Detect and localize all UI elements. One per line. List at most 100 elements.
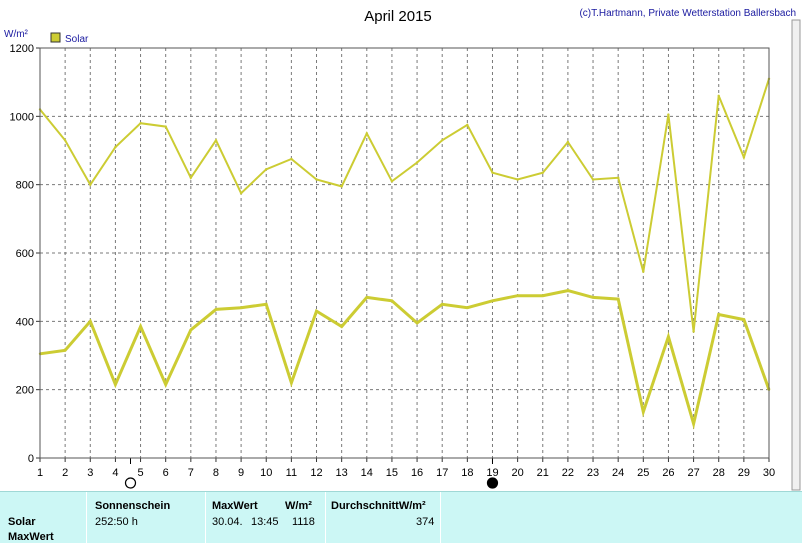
data-point-daily-average xyxy=(692,422,695,425)
row-label-solar: Solar xyxy=(8,516,36,528)
data-point-daily-average xyxy=(114,383,117,386)
x-tick-label: 19 xyxy=(486,467,498,479)
x-tick-label: 16 xyxy=(411,467,423,479)
data-point-daily-maximum xyxy=(516,178,519,181)
data-point-daily-maximum xyxy=(591,178,595,181)
data-point-daily-maximum xyxy=(89,183,92,186)
data-point-daily-average xyxy=(516,294,519,297)
data-point-daily-average xyxy=(642,410,645,414)
data-point-daily-maximum xyxy=(365,132,368,135)
data-point-daily-maximum xyxy=(617,176,620,179)
durchschnitt-header: DurchschnittW/m² xyxy=(331,500,426,512)
data-point-daily-average xyxy=(265,303,268,306)
sonnenschein-header: Sonnenschein xyxy=(95,500,171,512)
x-tick-label: 23 xyxy=(587,467,599,479)
x-tick-label: 25 xyxy=(637,467,649,479)
column-separator xyxy=(205,492,206,544)
legend-label: Solar xyxy=(65,34,89,45)
data-point-daily-average xyxy=(491,299,494,302)
x-tick-label: 9 xyxy=(238,467,244,479)
data-point-daily-maximum xyxy=(139,122,142,125)
y-tick-label: 800 xyxy=(16,180,34,192)
x-tick-label: 22 xyxy=(562,467,574,479)
data-point-daily-average xyxy=(566,289,570,292)
data-point-daily-average xyxy=(290,381,293,384)
x-tick-label: 6 xyxy=(163,467,169,479)
data-point-daily-maximum xyxy=(265,168,268,171)
data-point-daily-average xyxy=(315,309,318,313)
data-point-daily-maximum xyxy=(491,171,494,174)
new-moon-icon xyxy=(486,477,499,489)
grid-lines xyxy=(40,48,769,458)
x-tick-label: 21 xyxy=(537,467,549,479)
y-axis-ticks: 0 200 400 600 800 1000 1200 xyxy=(10,43,40,465)
x-tick-label: 11 xyxy=(286,467,297,479)
x-tick-label: 26 xyxy=(662,467,674,479)
data-point-daily-average xyxy=(617,297,620,301)
credit-text: (c)T.Hartmann, Private Wetterstation Bal… xyxy=(579,8,796,19)
maxwert-unit: W/m² xyxy=(285,500,312,512)
data-point-daily-average xyxy=(541,294,544,297)
data-point-daily-maximum xyxy=(114,145,117,149)
x-tick-label: 13 xyxy=(336,467,348,479)
data-point-daily-maximum xyxy=(667,113,670,116)
maxwert-value: 1118 xyxy=(292,516,315,528)
series-lines xyxy=(38,77,771,430)
data-point-daily-maximum xyxy=(717,94,720,98)
x-tick-label: 12 xyxy=(310,467,322,479)
data-point-daily-average xyxy=(415,321,419,325)
x-tick-label: 4 xyxy=(112,467,118,479)
data-point-daily-maximum xyxy=(214,139,218,142)
x-tick-label: 2 xyxy=(62,467,68,479)
y-tick-label: 1200 xyxy=(10,43,34,55)
data-point-daily-maximum xyxy=(642,270,645,273)
x-tick-label: 14 xyxy=(361,467,373,479)
data-point-daily-maximum xyxy=(566,140,570,144)
x-axis-ticks: 1 2 3 4 5 6 7 8 9 10 11 12 13 14 15 16 17 18 19 20 21 22 23 24 2… xyxy=(37,458,775,479)
scrollbar-track[interactable] xyxy=(791,19,801,491)
x-tick-label: 8 xyxy=(213,467,219,479)
column-separator xyxy=(440,492,441,544)
x-tick-label: 20 xyxy=(511,467,523,479)
data-point-daily-average xyxy=(742,318,746,321)
row-label-maxwert: MaxWert xyxy=(8,531,54,543)
chart-title: April 2015 xyxy=(364,8,432,25)
data-point-daily-maximum xyxy=(315,178,318,181)
data-point-daily-maximum xyxy=(290,157,293,161)
data-point-daily-average xyxy=(139,325,142,328)
summary-panel: Solar MaxWert Sonnenschein 252:50 h MaxW… xyxy=(0,491,802,544)
data-point-daily-maximum xyxy=(441,139,444,142)
data-point-daily-average xyxy=(717,313,720,316)
series-line-daily-average xyxy=(39,289,771,430)
data-point-daily-average xyxy=(340,325,343,328)
y-tick-label: 0 xyxy=(28,453,34,465)
data-point-daily-maximum xyxy=(692,330,695,333)
y-tick-label: 1000 xyxy=(10,111,34,123)
data-point-daily-average xyxy=(466,306,469,309)
x-tick-label: 24 xyxy=(612,467,624,479)
x-tick-label: 17 xyxy=(436,467,448,479)
y-tick-label: 600 xyxy=(16,248,34,260)
data-point-daily-average xyxy=(239,306,243,309)
data-point-daily-average xyxy=(89,320,92,323)
data-point-daily-average xyxy=(667,335,670,338)
data-point-daily-average xyxy=(164,383,167,386)
x-tick-label: 3 xyxy=(87,467,93,479)
maxwert-header: MaxWert xyxy=(212,500,258,512)
column-separator xyxy=(325,492,326,544)
maxwert-time: 13:45 xyxy=(251,516,279,528)
column-separator xyxy=(86,492,87,544)
data-point-daily-average xyxy=(189,328,192,332)
data-point-daily-average xyxy=(365,296,368,299)
data-point-daily-average xyxy=(591,296,595,299)
data-point-daily-maximum xyxy=(541,171,544,174)
legend-swatch xyxy=(50,32,61,43)
moon-phase-markers xyxy=(124,458,499,489)
durchschnitt-value: 374 xyxy=(416,516,435,528)
maxwert-date: 30.04. xyxy=(212,516,243,528)
x-tick-label: 10 xyxy=(260,467,272,479)
x-tick-label: 5 xyxy=(137,467,143,479)
x-tick-label: 29 xyxy=(738,467,750,479)
y-axis-unit: W/m² xyxy=(4,29,29,40)
data-point-daily-maximum xyxy=(340,185,343,188)
